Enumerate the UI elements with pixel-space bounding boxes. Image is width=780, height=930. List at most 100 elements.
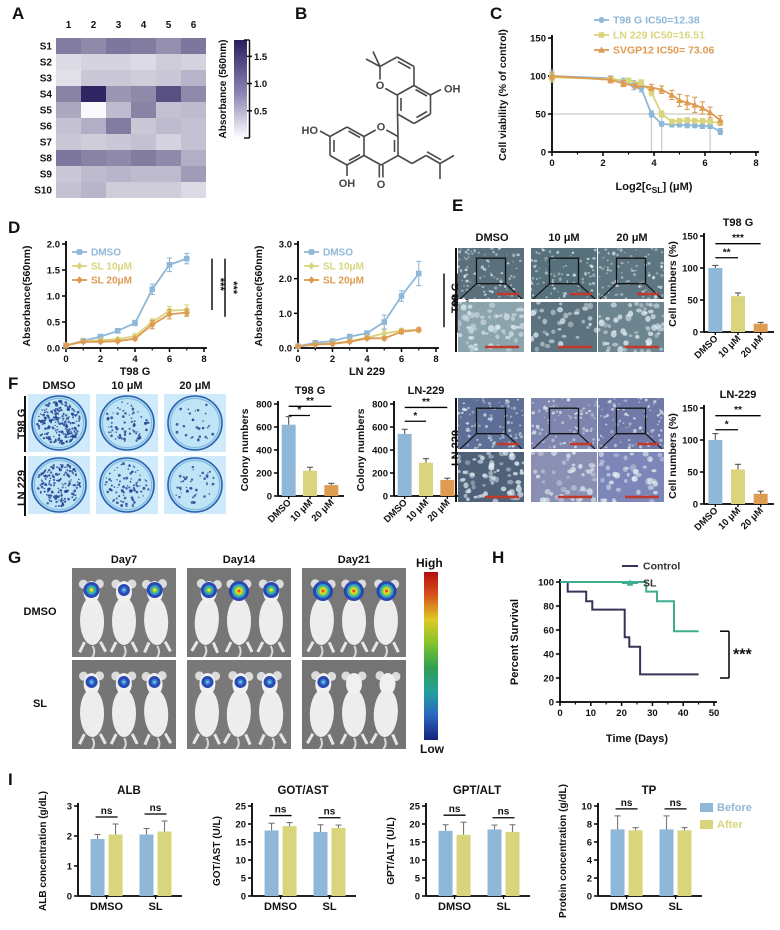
svg-text:LN-229: LN-229 — [408, 385, 445, 397]
svg-text:GOT/AST (U/L): GOT/AST (U/L) — [212, 816, 223, 886]
mice-image-sl-1 — [187, 660, 291, 749]
panel-b-letter: B — [295, 4, 308, 23]
svg-text:SL: SL — [148, 901, 162, 913]
svg-text:40: 40 — [543, 650, 554, 661]
svg-text:150: 150 — [530, 34, 546, 45]
svg-text:20 μM: 20 μM — [310, 497, 337, 524]
survival-chart: 0 20 40 60 80 100 0 10 20 30 40 50 Percent Survival T… — [506, 552, 780, 753]
svg-text:1.0: 1.0 — [279, 309, 292, 320]
svg-text:2.0: 2.0 — [279, 274, 292, 285]
svg-text:0.5: 0.5 — [254, 106, 268, 117]
tp-chart: 0 2 4 6 8 10 Protein concentration (g/dL) TP ns D… — [554, 780, 706, 930]
svg-text:10 μM: 10 μM — [288, 497, 315, 524]
svg-text:Cell numbers (%): Cell numbers (%) — [667, 413, 679, 499]
svg-text:ALB: ALB — [117, 785, 141, 797]
svg-text:0: 0 — [541, 148, 546, 159]
svg-text:1.0: 1.0 — [47, 292, 60, 303]
svg-text:10 μM: 10 μM — [716, 333, 743, 360]
svg-text:Absorbance(560nm): Absorbance(560nm) — [253, 246, 265, 347]
micrograph-ln229-zoom-2 — [598, 452, 664, 502]
svg-text:ns: ns — [498, 807, 510, 818]
svg-text:LN 229: LN 229 — [349, 366, 385, 378]
svg-text:0: 0 — [241, 892, 246, 903]
f-row-bracket-t98g — [24, 396, 26, 452]
svg-text:5: 5 — [415, 874, 421, 885]
svg-text:SL: SL — [496, 901, 510, 913]
mice-image-sl-2 — [302, 660, 406, 749]
svg-text:SL: SL — [643, 578, 657, 590]
svg-text:ns: ns — [275, 805, 287, 816]
svg-text:150: 150 — [682, 404, 698, 415]
svg-text:80: 80 — [543, 602, 554, 613]
svg-text:150: 150 — [682, 232, 698, 243]
svg-text:0: 0 — [587, 892, 592, 903]
svg-text:4: 4 — [364, 354, 370, 365]
svg-text:200: 200 — [256, 469, 272, 480]
svg-text:2: 2 — [91, 20, 97, 31]
svg-text:DMSO: DMSO — [323, 248, 353, 259]
svg-text:20 μM: 20 μM — [426, 497, 453, 524]
svg-text:Colony numbers: Colony numbers — [355, 408, 367, 491]
svg-text:0: 0 — [693, 500, 698, 511]
svg-text:ALB concentration (g/dL): ALB concentration (g/dL) — [38, 791, 49, 911]
svg-text:DMSO: DMSO — [610, 901, 643, 913]
micrograph-ln229-2 — [598, 398, 664, 449]
colony-numbers-chart-t98g: 0 200 400 600 800 Colony numbers T98 G DMSO 10 μ… — [236, 380, 348, 549]
svg-text:Log2[cSL] (μM): Log2[cSL] (μM) — [616, 181, 693, 195]
svg-text:ns: ns — [324, 807, 336, 818]
svg-text:After: After — [717, 819, 743, 831]
svg-text:DMSO: DMSO — [90, 901, 123, 913]
panel-i-letter: I — [8, 770, 13, 789]
svg-text:S1: S1 — [40, 42, 53, 53]
svg-text:0: 0 — [549, 698, 554, 709]
svg-text:*: * — [725, 419, 729, 430]
svg-text:DMSO: DMSO — [438, 901, 471, 913]
g-header-day14: Day14 — [222, 554, 256, 566]
cell-numbers-chart-ln229: 0 50 100 150 Cell numbers (%) LN-229 DMSO 10 μM… — [664, 382, 778, 559]
alb-chart: 0 1 2 3 ALB concentration (g/dL) ALB ns DMSO ns S… — [34, 780, 186, 930]
before-after-legend: Before After — [700, 800, 780, 845]
svg-text:2.0: 2.0 — [47, 240, 60, 251]
svg-text:5: 5 — [166, 20, 172, 31]
svg-text:***: *** — [227, 281, 238, 295]
svg-text:0: 0 — [383, 492, 388, 503]
svg-text:Protein concentration (g/dL): Protein concentration (g/dL) — [558, 784, 569, 918]
g-header-day21: Day21 — [337, 554, 371, 566]
svg-text:600: 600 — [256, 423, 272, 434]
svg-text:SL: SL — [322, 901, 336, 913]
svg-text:2: 2 — [67, 832, 72, 843]
mice-image-sl-0 — [72, 660, 176, 749]
svg-text:15: 15 — [409, 838, 420, 849]
panel-c-letter: C — [490, 4, 503, 23]
svg-text:SVGP12 IC50= 73.06: SVGP12 IC50= 73.06 — [613, 45, 714, 57]
svg-text:4: 4 — [651, 158, 657, 169]
svg-text:Percent Survival: Percent Survival — [509, 599, 521, 685]
f-header-20um: 20 μM — [179, 380, 211, 392]
svg-text:LN 229 IC50=16.51: LN 229 IC50=16.51 — [613, 30, 705, 42]
svg-text:15: 15 — [235, 838, 246, 849]
svg-text:20: 20 — [235, 820, 246, 831]
svg-text:2: 2 — [330, 354, 335, 365]
svg-text:DMSO: DMSO — [91, 248, 121, 259]
svg-text:S3: S3 — [40, 74, 53, 85]
svg-text:800: 800 — [256, 400, 272, 411]
svg-text:400: 400 — [372, 446, 388, 457]
panel-h-letter: H — [492, 548, 505, 567]
svg-text:8: 8 — [433, 354, 438, 365]
svg-text:Absorbance(560nm): Absorbance(560nm) — [21, 246, 33, 347]
svg-text:0: 0 — [267, 492, 272, 503]
svg-text:Control: Control — [643, 561, 680, 573]
micrograph-ln229-1 — [531, 398, 597, 449]
svg-text:1: 1 — [66, 20, 72, 31]
svg-text:S4: S4 — [40, 90, 53, 101]
svg-text:Cell numbers (%): Cell numbers (%) — [667, 241, 679, 327]
svg-text:25: 25 — [235, 802, 246, 813]
f-header-10um: 10 μM — [111, 380, 143, 392]
svg-text:ns: ns — [101, 806, 113, 817]
svg-text:O: O — [377, 122, 386, 134]
svg-text:4: 4 — [132, 354, 138, 365]
svg-text:T98 G IC50=12.38: T98 G IC50=12.38 — [613, 15, 700, 27]
svg-text:10 μM: 10 μM — [716, 505, 743, 532]
svg-text:**: ** — [734, 405, 742, 416]
chemical-structure: O O O OH HO OH — [300, 14, 480, 201]
